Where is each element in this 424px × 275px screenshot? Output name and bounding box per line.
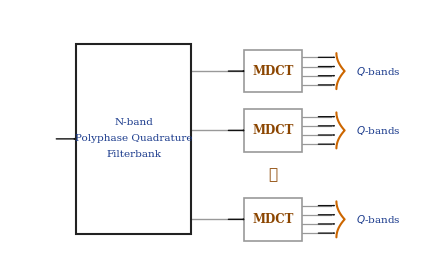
- Bar: [244, 198, 302, 241]
- Text: Filterbank: Filterbank: [106, 150, 161, 159]
- Text: MDCT: MDCT: [252, 124, 294, 137]
- Bar: [244, 109, 302, 152]
- Text: $Q$-bands: $Q$-bands: [356, 124, 401, 137]
- Text: Polyphase Quadrature: Polyphase Quadrature: [75, 134, 192, 143]
- Bar: [76, 43, 191, 234]
- Text: $Q$-bands: $Q$-bands: [356, 213, 401, 226]
- Bar: [244, 50, 302, 92]
- Text: MDCT: MDCT: [252, 65, 294, 78]
- Text: N-band: N-band: [114, 119, 153, 128]
- Text: MDCT: MDCT: [252, 213, 294, 226]
- Text: $Q$-bands: $Q$-bands: [356, 65, 401, 78]
- Text: ⋮: ⋮: [268, 168, 278, 182]
